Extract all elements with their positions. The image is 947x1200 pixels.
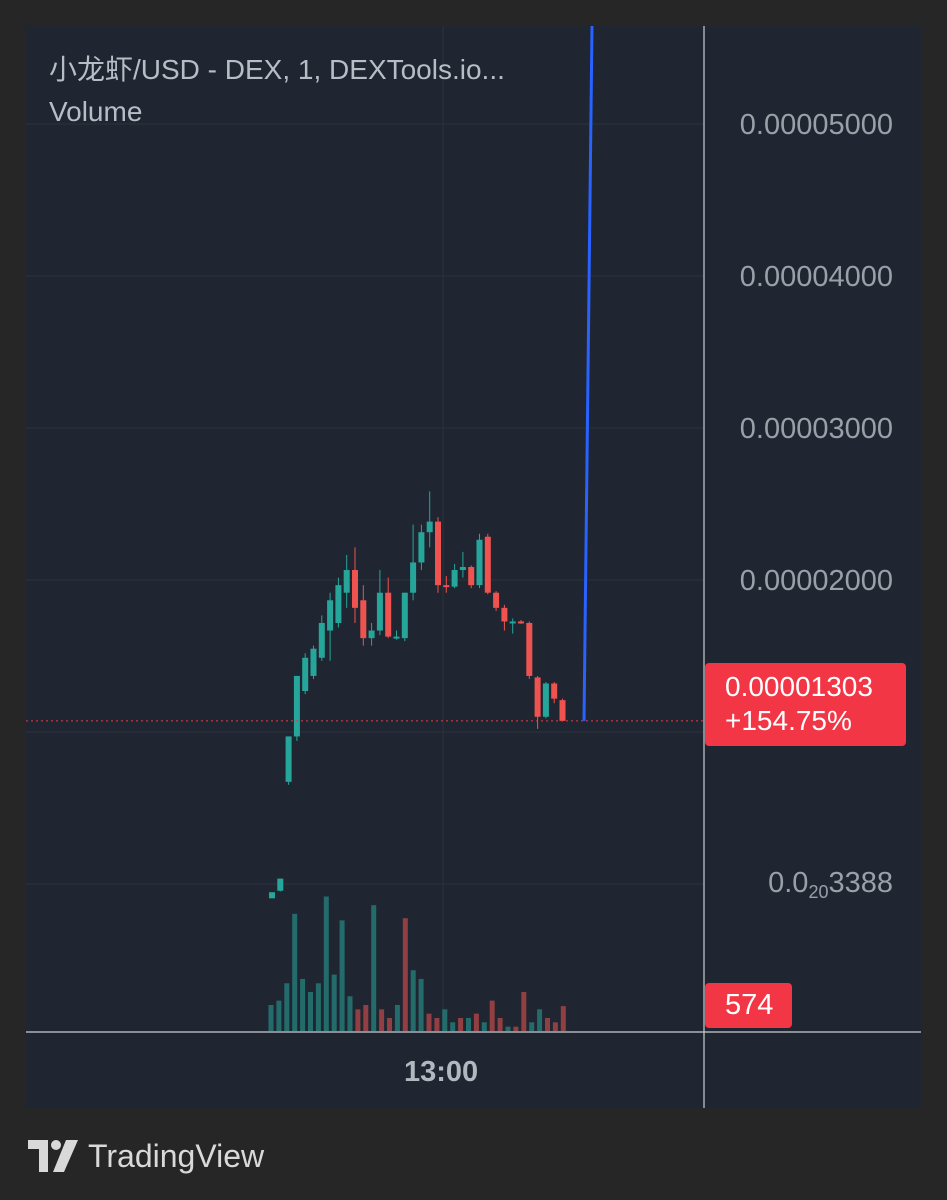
volume-bar: [347, 996, 353, 1031]
candle-body: [352, 570, 358, 608]
volume-bar: [513, 1026, 519, 1031]
volume-bar: [379, 1009, 385, 1031]
volume-bar: [268, 1004, 274, 1031]
volume-bar: [489, 1000, 495, 1031]
candle-body: [551, 683, 558, 699]
volume-bar: [505, 1026, 511, 1031]
candle-body: [451, 570, 458, 587]
candle-body: [418, 532, 425, 563]
candle-body: [435, 521, 441, 586]
volume-bar: [394, 1004, 400, 1031]
last-price-value: 0.00001303: [725, 671, 873, 702]
volume-bar: [473, 1013, 479, 1031]
volume-bar: [537, 1009, 543, 1031]
volume-bar: [426, 1013, 432, 1031]
candle-body: [368, 630, 375, 639]
price-axis-label: 0.00002000: [739, 565, 893, 597]
volume-bar: [315, 983, 321, 1031]
grid: [26, 26, 921, 1108]
volume-bar: [521, 991, 527, 1031]
volume-bars: [268, 896, 566, 1031]
price-axis-label: 0.00005000: [739, 109, 893, 141]
volume-bar: [466, 1017, 471, 1031]
candle-body: [534, 677, 541, 717]
candle-body: [318, 622, 325, 658]
volume-bar: [323, 896, 329, 1031]
volume-bar: [434, 1017, 440, 1031]
volume-bar: [387, 1017, 392, 1031]
volume-bar: [355, 1009, 361, 1031]
volume-bar: [529, 1022, 535, 1031]
volume-bar: [497, 1017, 503, 1031]
last-price-badge: 0.00001303 +154.75%: [705, 663, 906, 746]
price-axis-label: 0.00004000: [739, 261, 893, 293]
candle-body: [327, 600, 334, 631]
candle-body: [459, 567, 466, 571]
time-axis-label: 13:00: [404, 1056, 479, 1088]
candle-body: [518, 621, 524, 624]
volume-bar: [560, 1006, 566, 1031]
candle-body: [269, 892, 275, 899]
volume-bar: [308, 991, 313, 1031]
candle-body: [385, 592, 392, 637]
volume-bar: [410, 970, 416, 1031]
candle-body: [360, 600, 367, 639]
tradingview-logo-icon: [28, 1140, 78, 1172]
candle-body: [376, 592, 383, 631]
volume-bar: [442, 1009, 448, 1031]
candle-body: [443, 585, 450, 588]
tradingview-brand: TradingView: [88, 1138, 265, 1174]
volume-scale-label: 0.0203388: [768, 867, 893, 902]
volume-bar: [402, 918, 408, 1031]
volume-bar: [458, 1017, 464, 1031]
candle-body: [509, 621, 516, 624]
volume-bar: [545, 1017, 550, 1031]
candle-body: [484, 536, 491, 593]
candle-body: [476, 539, 483, 586]
candle-body: [426, 521, 433, 533]
candle-body: [493, 592, 500, 608]
volume-bar: [481, 1022, 487, 1031]
price-axis-label: 0.00003000: [739, 413, 893, 445]
volume-bar: [450, 1022, 456, 1031]
volume-bar: [292, 913, 298, 1031]
volume-bar: [284, 983, 290, 1031]
candle-body: [310, 648, 317, 676]
candle-body: [293, 675, 300, 737]
price-spike-line: [582, 25, 594, 721]
candle-body: [393, 636, 400, 639]
volume-bar: [371, 905, 377, 1031]
price-change-percent: +154.75%: [725, 705, 852, 736]
candle-body: [401, 592, 408, 639]
candle-body: [335, 585, 342, 623]
volume-bar: [363, 1004, 369, 1031]
candle-body: [559, 700, 566, 721]
chart-legend-title[interactable]: 小龙虾/USD - DEX, 1, DEXTools.io...: [49, 54, 505, 85]
candle-body: [501, 607, 508, 622]
candle-body: [526, 622, 533, 676]
volume-bar: [552, 1022, 558, 1031]
candle-body: [302, 657, 309, 692]
candle-body: [410, 562, 417, 593]
candles: [269, 491, 566, 899]
candle-body: [468, 567, 475, 586]
volume-bar: [339, 920, 345, 1031]
candle-body: [277, 878, 284, 891]
volume-bar: [300, 978, 306, 1031]
volume-bar: [276, 1000, 282, 1031]
candle-body: [542, 683, 549, 717]
volume-legend[interactable]: Volume: [49, 96, 143, 127]
last-volume-badge: 574: [705, 983, 792, 1028]
candle-body: [285, 736, 292, 782]
candle-body: [343, 570, 350, 593]
volume-bar: [418, 978, 424, 1031]
volume-bar: [331, 974, 337, 1031]
overlays: [26, 25, 704, 722]
